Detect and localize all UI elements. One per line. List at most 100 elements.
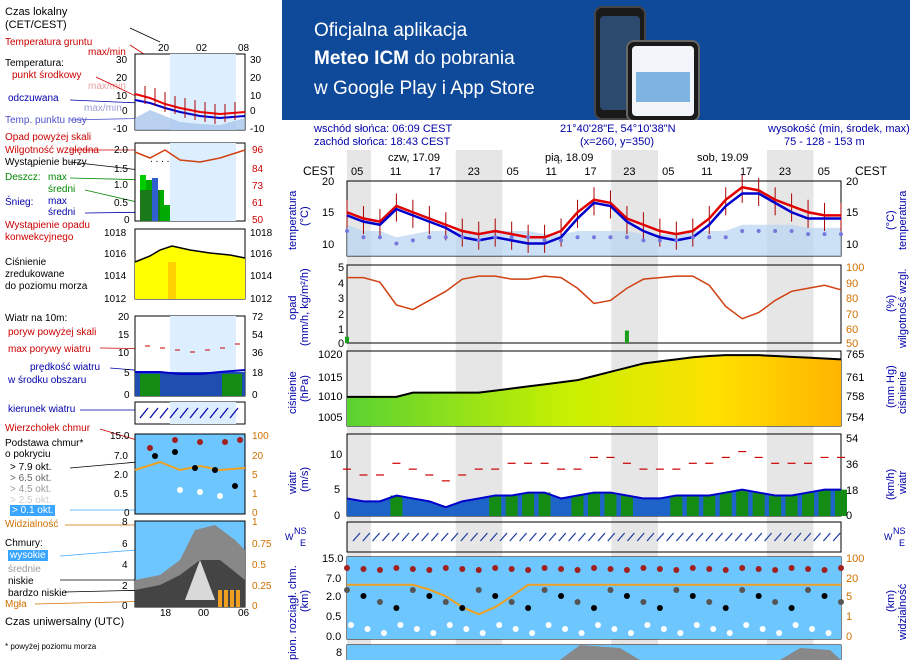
mini-bottom-hour: 00 — [198, 608, 210, 619]
dew-point-dot — [624, 235, 629, 240]
wind-title: wiatr — [287, 470, 299, 495]
wind-tick: 5 — [334, 484, 340, 496]
wind-dir-barb — [362, 532, 371, 542]
dew-point-dot — [460, 235, 465, 240]
mini-tick: 73 — [252, 181, 264, 192]
temp-tick-r: 10 — [846, 239, 858, 251]
wind-strong-segment — [538, 492, 551, 516]
cloud-base-dot — [805, 587, 812, 593]
wind-dir-barb — [646, 532, 655, 542]
press-title-right: ciśnienie — [897, 371, 909, 414]
temp-tick: 10 — [322, 239, 334, 251]
dew-point-dot — [723, 235, 728, 240]
mini-tick: 1014 — [104, 271, 127, 282]
sunset-text: zachód słońca: 18:43 CEST — [314, 136, 451, 148]
legend-okt-79: > 7.9 okt. — [10, 462, 52, 473]
cloud-base-dot — [739, 587, 746, 593]
temp-unit-left: (°C) — [299, 206, 311, 226]
wind-dir-barb — [577, 532, 586, 542]
wind-strong-segment — [785, 495, 798, 516]
temp-tick-r: 20 — [846, 176, 858, 188]
cloud-low-dot — [693, 622, 700, 628]
wind-dir-barb — [568, 532, 577, 542]
mini-tick: 50 — [252, 215, 264, 226]
mini-tick: 0.5 — [114, 489, 128, 500]
legend-time-local-2: (CET/CEST) — [5, 19, 67, 31]
dew-point-dot — [789, 229, 794, 233]
pressure-fill — [347, 355, 841, 426]
temp-title-right: temperatura — [897, 190, 909, 250]
mini-tick: 0 — [252, 508, 258, 519]
cest-label-right: CEST — [855, 164, 888, 178]
mini-cover-panel — [134, 520, 246, 608]
wind-dir-compass: W NS E W NS E — [285, 526, 906, 548]
wind-dir-barb — [538, 532, 547, 542]
mini-tick: 5 — [252, 470, 258, 481]
mini-tick: 0 — [124, 215, 130, 226]
cloud-top-dot — [706, 566, 713, 572]
wind-dir-barb — [764, 532, 773, 542]
cloud-base-dot — [755, 593, 762, 599]
legend-rain: Deszcz: — [5, 172, 41, 183]
cloud-base-dot — [656, 605, 663, 611]
press-mm-tick: 761 — [846, 372, 864, 384]
cloud-base-dot — [640, 599, 647, 605]
cloud-low-dot — [413, 626, 420, 632]
dew-point-dot — [575, 235, 580, 240]
cloud-tick: 7.0 — [326, 573, 341, 585]
wind-strong-segment — [752, 492, 765, 516]
cloud-base-dot — [722, 605, 729, 611]
hour-label: 17 — [429, 166, 441, 178]
cloud-low-dot — [743, 622, 750, 628]
humidity-line — [347, 275, 842, 320]
wind-strong-segment — [505, 495, 518, 516]
cloud-base-dot — [788, 605, 795, 611]
wind-strong-segment — [670, 495, 683, 516]
cloud-low-dot — [463, 626, 470, 632]
hum-tick: 70 — [846, 309, 858, 321]
cloud-tick: 0.5 — [326, 611, 341, 623]
banner-line-2-rest: do pobrania — [409, 48, 515, 69]
wind-strong-segment — [571, 495, 584, 516]
day-label: pią, 18.09 — [545, 152, 593, 164]
banner-brand: Meteo ICM — [314, 48, 409, 69]
cloud-top-dot — [805, 566, 812, 572]
dew-point-dot — [542, 238, 547, 243]
legend-gust-max: max porywy wiatru — [8, 344, 91, 355]
wind-dir-barb — [705, 532, 714, 542]
cloud-base-dot — [558, 593, 565, 599]
cloud-top-dot — [607, 566, 614, 572]
hum-tick: 60 — [846, 324, 858, 336]
wind-dir-barb — [636, 532, 645, 542]
temp-unit-right: (°C) — [885, 210, 897, 230]
legend-wind-avg-2: w środku obszaru — [8, 375, 87, 386]
app-promo-banner[interactable]: Oficjalna aplikacja Meteo ICM do pobrani… — [282, 0, 910, 120]
mini-tick: 0 — [124, 508, 130, 519]
cloud-base-dot — [591, 605, 597, 611]
mini-tick: 0 — [124, 390, 130, 401]
wind-dir-barb — [822, 532, 831, 542]
mini-wind-dir-panel — [134, 401, 246, 425]
cloud-low-dot — [759, 626, 766, 632]
wind-direction-barbs — [352, 532, 841, 542]
mini-tick: 8 — [122, 517, 128, 528]
wind-dir-barb — [734, 532, 743, 542]
mini-tick: 18 — [252, 368, 264, 379]
hum-title: wilgotność wzgl. — [897, 269, 909, 349]
cloud-tick: 0.0 — [326, 631, 341, 643]
wind-dir-barb — [528, 532, 537, 542]
mini-tick: 1012 — [104, 294, 127, 305]
legend-footnote: * powyżej poziomu morza — [5, 642, 97, 651]
mini-tick: 0 — [252, 601, 258, 612]
legend-precip-occ: Wystąpienie opadu — [5, 220, 90, 231]
cloud-low-dot — [776, 630, 783, 636]
compass-e: E — [300, 538, 306, 548]
wind-dir-barb — [656, 532, 665, 542]
wind-dir-barb — [558, 532, 567, 542]
mini-tick: 2.0 — [114, 470, 128, 481]
legend-snow-max: max — [48, 196, 67, 207]
mini-tick: 1016 — [250, 249, 273, 260]
mini-tick: 72 — [252, 312, 264, 323]
hour-label: 23 — [623, 166, 635, 178]
mini-tick: 54 — [252, 330, 264, 341]
